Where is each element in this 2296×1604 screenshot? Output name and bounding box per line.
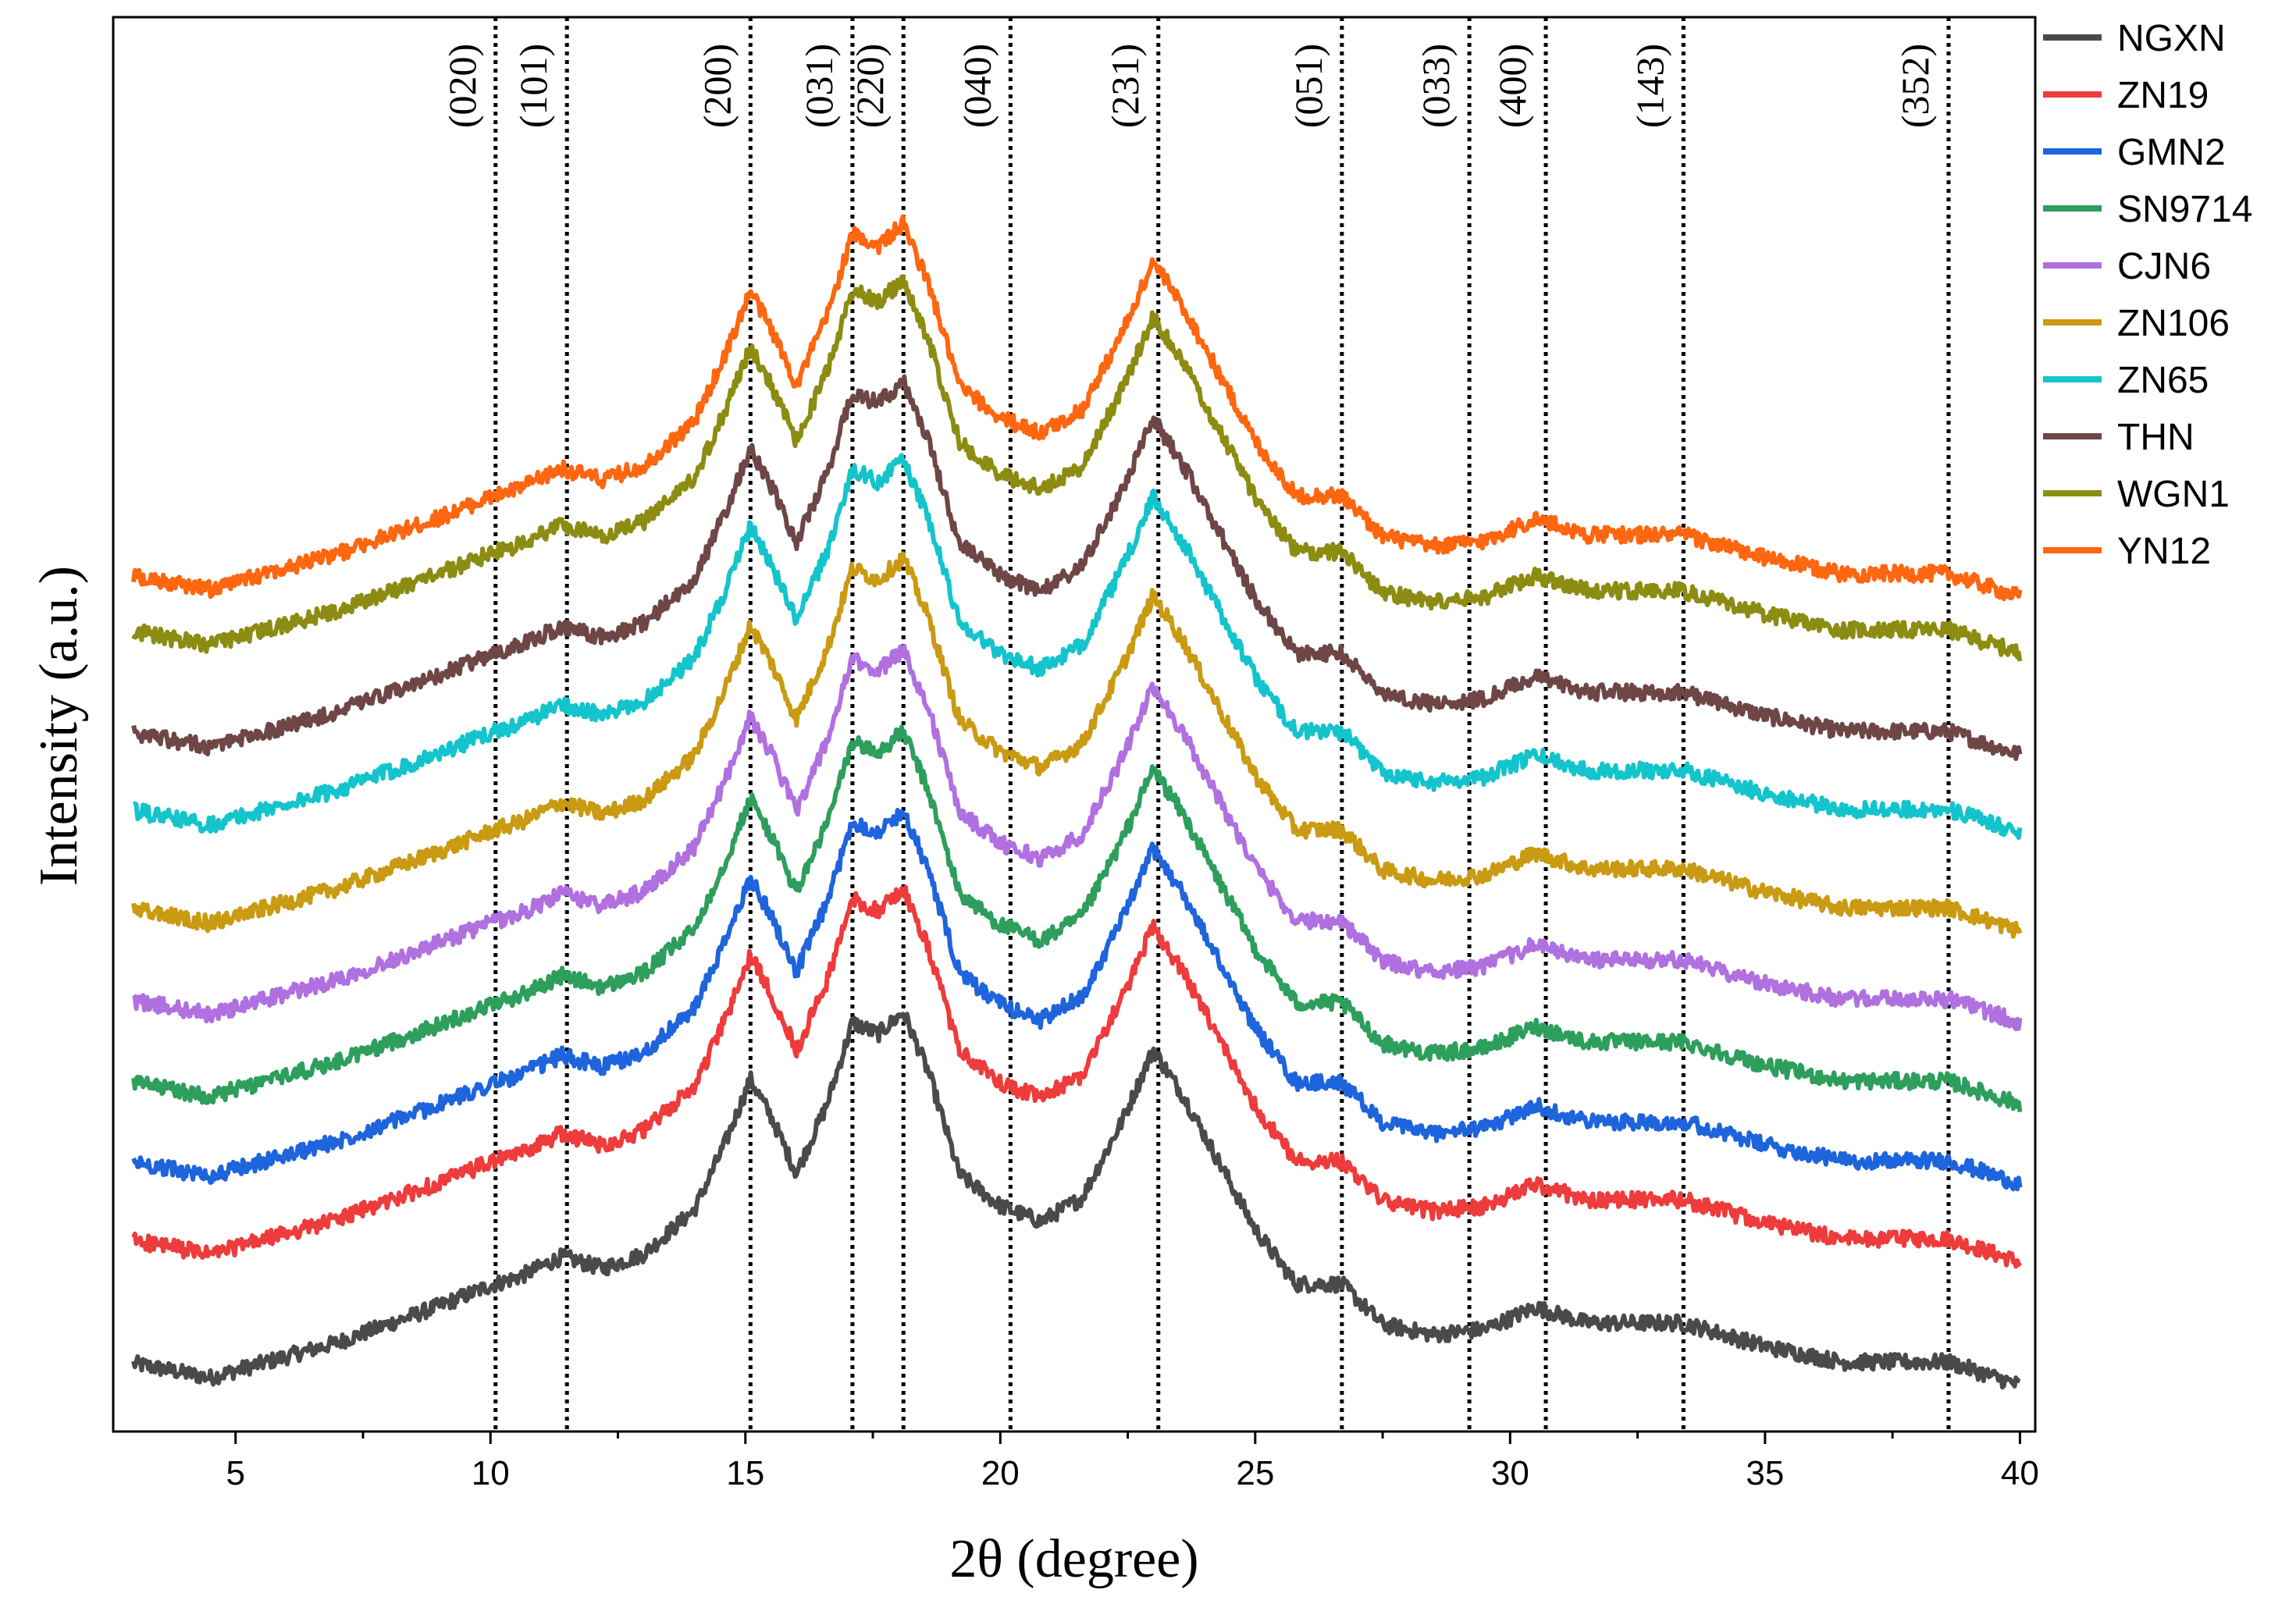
- legend-label-sn9714: SN9714: [2117, 189, 2252, 230]
- series-curves: [131, 214, 2023, 1390]
- legend-label-thn: THN: [2117, 417, 2195, 458]
- x-tick-label-2: 15: [726, 1454, 764, 1492]
- legend-label-gmn2: GMN2: [2117, 132, 2226, 173]
- hkl-label-0: (020): [440, 44, 484, 128]
- series-line-ngxn: [131, 1012, 2021, 1390]
- legend-label-wgn1: WGN1: [2117, 474, 2230, 515]
- legend-label-ngxn: NGXN: [2117, 18, 2226, 59]
- hkl-labels: (020) (101) (200) (031) (220) (040) (231) (051)…: [440, 44, 1937, 128]
- x-tick-label-7: 40: [2001, 1454, 2039, 1492]
- legend-label-zn19: ZN19: [2117, 75, 2209, 116]
- reference-lines: [493, 17, 1951, 1432]
- x-tick-label-4: 25: [1236, 1454, 1274, 1492]
- legend: NGXN ZN19 GMN2 SN9714 CJN6 ZN106 ZN65 THN WGN1 YN…: [2043, 18, 2252, 572]
- hkl-label-11: (352): [1893, 44, 1937, 128]
- hkl-label-5: (040): [955, 44, 998, 128]
- hkl-label-4: (220): [848, 44, 892, 128]
- legend-label-yn12: YN12: [2117, 531, 2211, 572]
- hkl-label-6: (231): [1103, 44, 1147, 128]
- plot-frame: [112, 16, 2037, 1433]
- x-axis-title: 2θ (degree): [949, 1529, 1198, 1589]
- x-tick-label-5: 30: [1491, 1454, 1529, 1492]
- x-tick-label-1: 10: [472, 1454, 510, 1492]
- legend-label-cjn6: CJN6: [2117, 246, 2211, 287]
- series-line-gmn2: [131, 808, 2023, 1192]
- series-line-yn12: [131, 214, 2023, 602]
- legend-label-zn106: ZN106: [2117, 303, 2230, 344]
- legend-label-zn65: ZN65: [2117, 360, 2209, 401]
- x-tick-label-6: 35: [1746, 1454, 1784, 1492]
- hkl-label-3: (031): [797, 44, 841, 128]
- series-line-zn106: [131, 551, 2023, 939]
- hkl-label-1: (101): [511, 44, 555, 128]
- series-line-zn19: [131, 884, 2022, 1269]
- series-line-wgn1: [131, 274, 2023, 662]
- x-tick-label-3: 20: [981, 1454, 1020, 1492]
- x-axis-ticks: 5 10 15 20 25 30 35 40: [226, 1432, 2039, 1492]
- series-line-cjn6: [131, 644, 2023, 1032]
- hkl-label-8: (033): [1414, 44, 1458, 128]
- hkl-label-10: (143): [1628, 44, 1671, 128]
- y-axis-title: Intensity (a.u.): [29, 566, 89, 886]
- series-line-zn65: [132, 453, 2023, 841]
- hkl-label-9: (400): [1490, 44, 1534, 128]
- series-line-sn9714: [131, 724, 2023, 1113]
- hkl-label-2: (200): [695, 44, 739, 128]
- hkl-label-7: (051): [1287, 44, 1330, 128]
- series-line-thn: [131, 374, 2023, 761]
- x-tick-label-0: 5: [226, 1454, 244, 1492]
